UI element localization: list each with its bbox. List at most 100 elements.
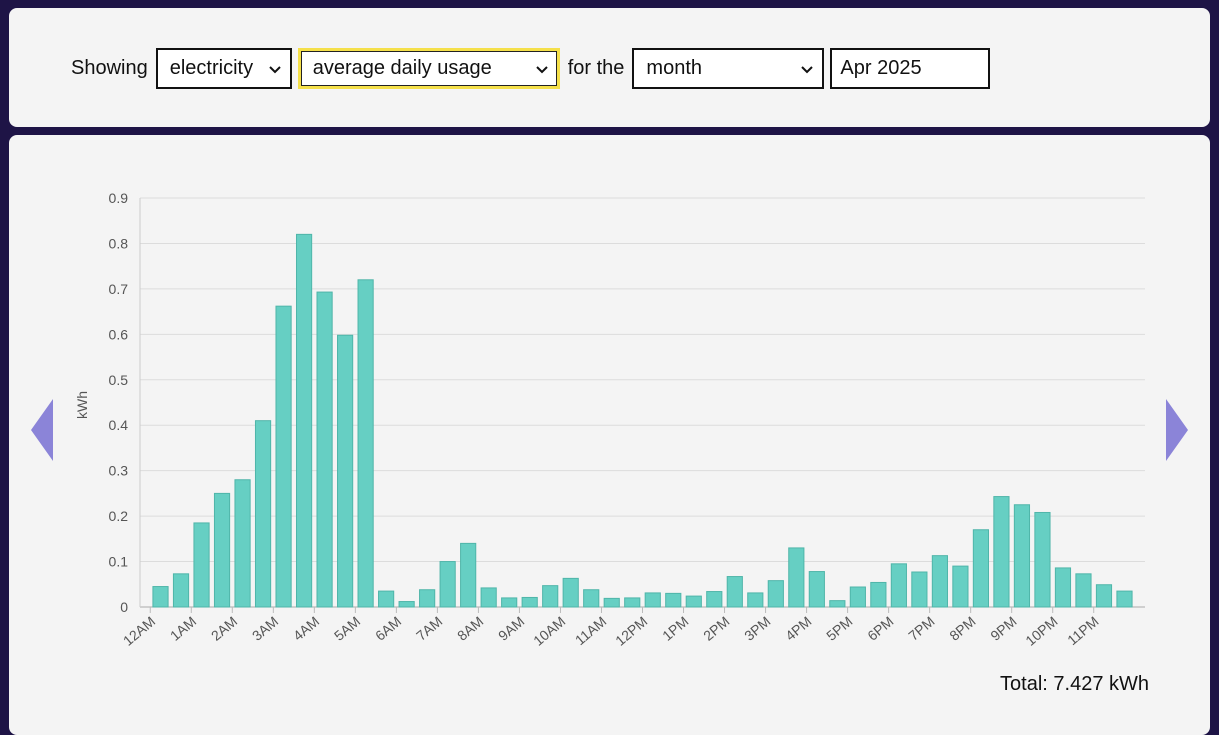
next-period-button[interactable]: [1166, 399, 1188, 461]
x-tick-label: 1AM: [167, 613, 199, 644]
x-tick-label: 1PM: [659, 613, 691, 644]
x-axis-ticks: 12AM 1AM 2AM 3AM 4AM 5AM 6AM 7AM 8AM 9AM 10AM 11AM 1…: [120, 607, 1102, 649]
x-tick-label: 7PM: [905, 613, 937, 644]
bar: [747, 592, 764, 608]
chevron-down-icon: [269, 65, 281, 73]
bar: [829, 600, 846, 608]
fuel-select-value: electricity: [169, 57, 254, 79]
bar: [767, 580, 784, 608]
bar: [501, 597, 518, 608]
bar: [254, 420, 272, 608]
x-tick-label: 8AM: [454, 613, 486, 644]
bar: [1034, 511, 1051, 608]
triangle-right-icon: [1166, 399, 1188, 461]
x-tick-label: 4AM: [290, 613, 322, 644]
bar: [1095, 584, 1113, 608]
x-tick-label: 8PM: [946, 613, 978, 644]
bar: [1116, 590, 1133, 608]
y-tick-label: 0.5: [109, 372, 129, 388]
bar: [890, 563, 907, 608]
chart-panel: 0 0.1 0.2 0.3 0.4 0.5 0.6 0.7 0.8 0.9 12AM 1AM 2AM 3…: [9, 135, 1210, 735]
bar: [275, 305, 292, 608]
chevron-down-icon: [536, 65, 548, 73]
x-tick-label: 5AM: [331, 613, 363, 644]
bar: [439, 561, 456, 608]
bar: [644, 592, 661, 608]
bar: [788, 547, 805, 608]
date-input[interactable]: Apr 2025: [830, 48, 991, 89]
bar: [460, 542, 477, 608]
y-tick-label: 0.2: [109, 508, 129, 524]
x-tick-label: 4PM: [782, 613, 814, 644]
bar: [952, 565, 969, 608]
y-tick-label: 0.1: [109, 554, 129, 570]
bar: [911, 571, 928, 608]
bar: [972, 529, 990, 608]
bar: [398, 601, 415, 608]
x-tick-label: 3PM: [741, 613, 773, 644]
bar: [172, 573, 190, 608]
period-select[interactable]: month: [632, 48, 825, 89]
y-tick-label: 0.6: [109, 326, 129, 342]
controls-row: Showing electricity average daily usage …: [69, 48, 991, 89]
triangle-left-icon: [31, 399, 53, 461]
chevron-down-icon: [801, 65, 814, 73]
x-tick-label: 11PM: [1064, 613, 1102, 648]
bar: [378, 590, 395, 608]
bar: [193, 522, 210, 608]
x-tick-label: 7AM: [413, 613, 445, 644]
date-input-value: Apr 2025: [840, 57, 922, 79]
bar: [295, 233, 313, 608]
bar: [316, 291, 333, 608]
bar: [1075, 573, 1092, 608]
bar: [542, 585, 559, 608]
period-select-value: month: [646, 57, 703, 79]
bar: [1013, 504, 1031, 608]
bar: [931, 555, 948, 608]
bar: [583, 589, 600, 608]
x-tick-label: 2AM: [208, 613, 240, 644]
showing-label: Showing: [71, 57, 148, 79]
prev-period-button[interactable]: [31, 399, 53, 461]
y-tick-label: 0: [120, 599, 128, 615]
x-tick-label: 3AM: [249, 613, 281, 644]
bar: [603, 597, 620, 608]
chart-bars: [152, 233, 1133, 608]
total-usage: Total: 7.427 kWh: [1000, 673, 1149, 695]
bar: [665, 592, 682, 608]
bar: [562, 577, 579, 608]
x-tick-label: 10PM: [1022, 613, 1060, 649]
x-tick-label: 9PM: [987, 613, 1019, 644]
y-tick-label: 0.8: [109, 235, 129, 251]
bar: [624, 597, 641, 608]
bar: [993, 496, 1010, 608]
usage-bar-chart: 0 0.1 0.2 0.3 0.4 0.5 0.6 0.7 0.8 0.9 12AM 1AM 2AM 3…: [74, 190, 1145, 649]
metric-select[interactable]: average daily usage: [297, 48, 560, 89]
x-tick-label: 2PM: [700, 613, 732, 644]
y-tick-label: 0.3: [109, 463, 129, 479]
x-tick-label: 6AM: [372, 613, 404, 644]
bar: [849, 586, 866, 608]
y-tick-label: 0.4: [109, 417, 129, 433]
bar: [706, 591, 723, 608]
x-tick-label: 12AM: [120, 613, 158, 649]
metric-select-value: average daily usage: [312, 57, 492, 79]
bar: [337, 334, 354, 608]
x-tick-label: 12PM: [612, 613, 650, 649]
x-tick-label: 11AM: [572, 613, 610, 648]
for-the-label: for the: [567, 57, 625, 79]
bar: [152, 586, 169, 608]
bar: [357, 279, 374, 608]
bar: [726, 576, 743, 608]
x-tick-label: 9AM: [495, 613, 527, 644]
bar: [419, 589, 436, 608]
bar: [480, 587, 497, 608]
bar: [685, 595, 702, 608]
controls-panel: Showing electricity average daily usage …: [9, 8, 1210, 127]
y-tick-label: 0.9: [109, 190, 129, 206]
x-tick-label: 10AM: [530, 613, 568, 649]
x-tick-label: 6PM: [864, 613, 896, 644]
bar: [870, 581, 887, 608]
fuel-select[interactable]: electricity: [155, 48, 292, 89]
x-tick-label: 5PM: [823, 613, 855, 644]
